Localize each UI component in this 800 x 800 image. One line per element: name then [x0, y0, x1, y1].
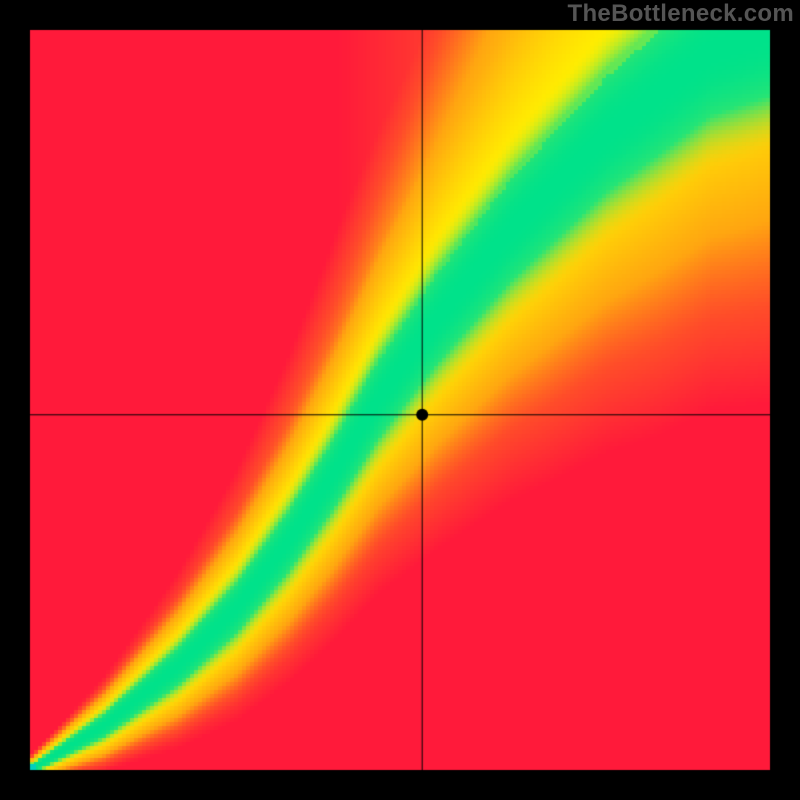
chart-container: TheBottleneck.com: [0, 0, 800, 800]
bottleneck-heatmap-canvas: [0, 0, 800, 800]
watermark-text: TheBottleneck.com: [568, 0, 794, 28]
